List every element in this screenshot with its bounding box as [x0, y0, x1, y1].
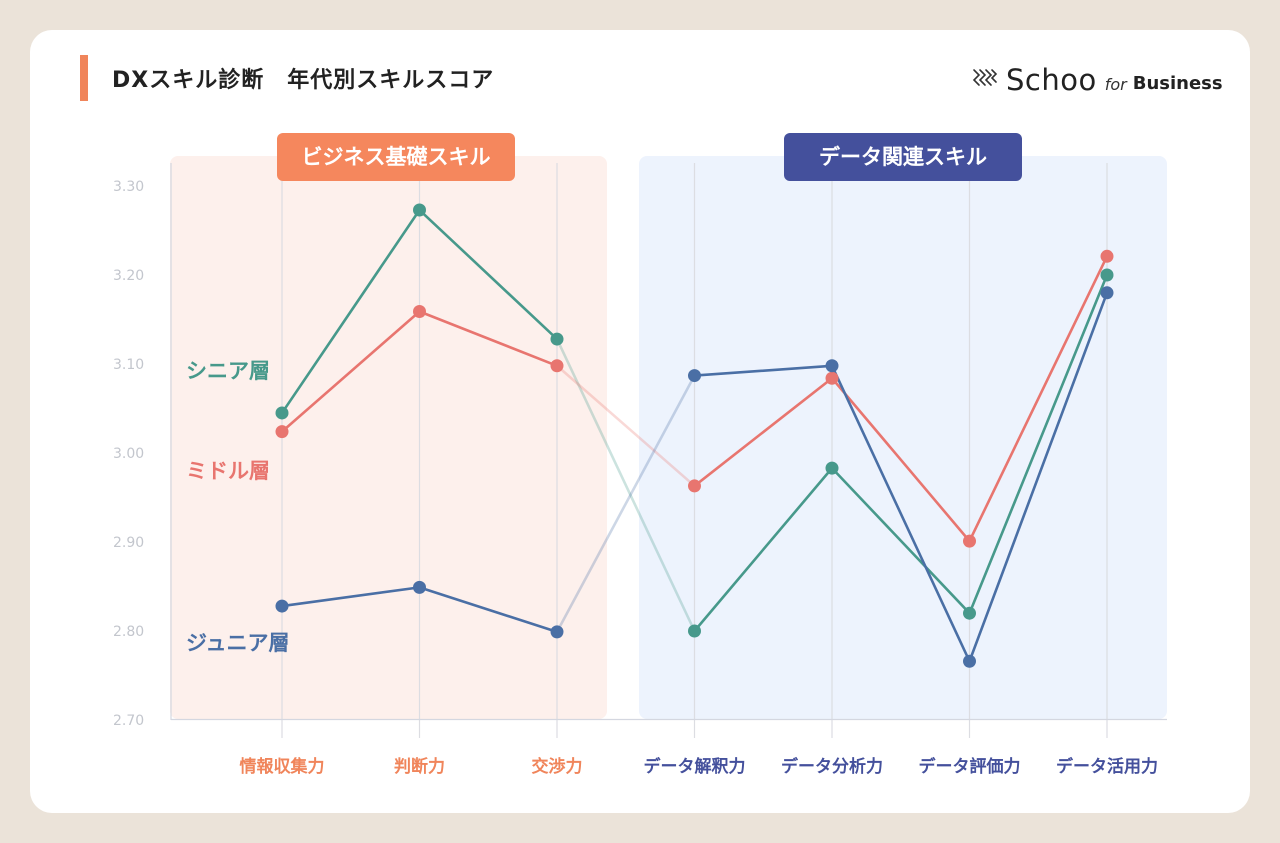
middle-line-segment	[693, 376, 834, 488]
y-tick-label: 2.80	[113, 624, 144, 640]
junior-line-segment	[693, 364, 834, 377]
senior-line-segment	[555, 337, 696, 633]
x-tick-label: 交渉力	[532, 756, 583, 777]
schoo-logo: Schoo for Business	[972, 62, 1223, 98]
junior-point	[1100, 286, 1114, 300]
middle-line-segment	[830, 376, 971, 543]
data-skill-label-box	[784, 133, 1022, 181]
x-tick-label: データ活用力	[1056, 756, 1158, 777]
business-skill-label-box	[277, 133, 515, 181]
x-tick-label: 判断力	[394, 756, 445, 777]
y-tick-label: 3.30	[113, 179, 144, 195]
senior-point	[550, 332, 564, 346]
middle-point	[413, 304, 426, 318]
y-tick-label: 3.20	[113, 268, 144, 284]
middle-point	[275, 425, 289, 439]
junior-point	[275, 599, 289, 613]
junior-point	[413, 580, 426, 594]
y-tick-label: 3.00	[113, 446, 144, 462]
x-tick-label: データ解釈力	[644, 756, 746, 777]
senior-line-segment	[693, 466, 834, 633]
junior-line-segment	[280, 586, 421, 608]
middle-series-label: ミドル層	[186, 459, 270, 483]
junior-point	[688, 369, 701, 383]
y-tick-label: 2.70	[113, 713, 144, 729]
junior-point	[963, 654, 976, 668]
senior-point	[275, 406, 289, 420]
junior-line-segment	[830, 364, 971, 663]
x-tick-label: データ分析力	[781, 756, 883, 777]
junior-line-segment	[418, 586, 559, 634]
middle-point	[688, 479, 701, 493]
logo-name: Schoo	[1006, 63, 1097, 97]
middle-line-segment	[555, 364, 696, 488]
x-tick-label: データ評価力	[919, 756, 1021, 777]
business-skill-label: ビジネス基礎スキル	[302, 145, 491, 169]
middle-line-segment	[968, 255, 1109, 543]
business-group-panel	[170, 156, 607, 719]
senior-point	[963, 606, 976, 620]
senior-line-segment	[418, 208, 559, 341]
senior-line-segment	[830, 466, 971, 615]
middle-point	[1100, 249, 1114, 263]
junior-series-label: ジュニア層	[186, 631, 290, 655]
senior-point	[825, 461, 839, 475]
senior-line-segment	[968, 273, 1109, 615]
junior-line-segment	[555, 374, 696, 634]
y-tick-label: 3.10	[113, 357, 144, 373]
y-tick-label: 2.90	[113, 535, 144, 551]
senior-point	[413, 203, 426, 217]
logo-for: for	[1104, 74, 1127, 94]
junior-point	[825, 359, 839, 373]
title-accent-bar	[80, 55, 88, 101]
middle-point	[825, 371, 839, 385]
page-title: DXスキル診断 年代別スキルスコア	[112, 68, 495, 93]
senior-point	[688, 624, 701, 638]
junior-point	[550, 625, 564, 639]
data-group-panel	[639, 156, 1167, 719]
logo-business: Business	[1132, 73, 1223, 94]
senior-series-label: シニア層	[186, 359, 270, 383]
schoo-logo-icon	[972, 69, 998, 86]
middle-line-segment	[280, 310, 421, 433]
junior-line-segment	[968, 291, 1109, 663]
data-skill-label: データ関連スキル	[819, 145, 987, 169]
middle-point	[550, 359, 564, 373]
x-tick-label: 情報収集力	[240, 756, 325, 777]
middle-point	[963, 534, 976, 548]
senior-line-segment	[280, 208, 421, 415]
middle-line-segment	[418, 310, 559, 368]
senior-point	[1100, 268, 1114, 282]
